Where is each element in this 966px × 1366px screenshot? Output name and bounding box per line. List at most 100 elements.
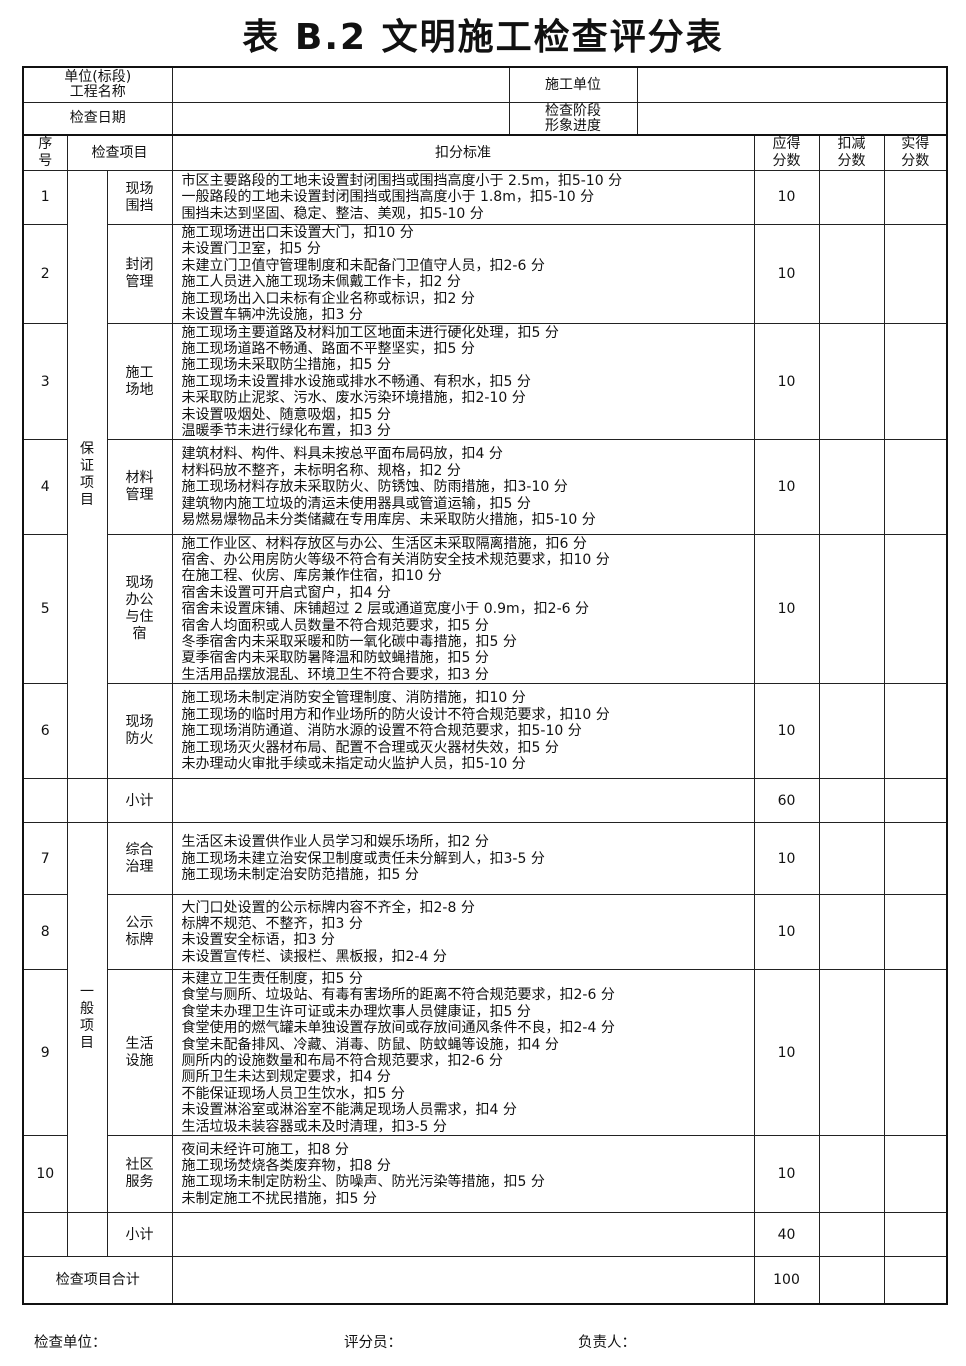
row-number: 3 <box>22 323 68 441</box>
subtotal-actual[interactable] <box>883 778 948 824</box>
actual-score[interactable] <box>883 683 948 780</box>
criteria-line: 施工现场未设置排水设施或排水不畅通、有积水，扣5 分 <box>181 373 531 390</box>
deduct-score[interactable] <box>818 223 885 325</box>
row-number: 2 <box>22 223 68 325</box>
subtotal-criteria <box>171 778 755 824</box>
criteria-line: 未建立门卫值守管理制度和未配备门卫值守人员，扣2-6 分 <box>181 257 545 274</box>
criteria-line: 易燃易爆物品未分类储藏在专用库房、未采取防火措施，扣5-10 分 <box>181 512 596 529</box>
page-title: 表 B.2 文明施工检查评分表 <box>242 17 724 58</box>
total-actual[interactable] <box>883 1256 948 1305</box>
row-number: 1 <box>22 170 68 225</box>
criteria-line: 食堂未办理卫生许可证或未办理炊事人员健康证，扣5 分 <box>181 1003 531 1020</box>
criteria-line: 施工现场未制定防粉尘、防噪声、防光污染等措施，扣5 分 <box>181 1174 545 1191</box>
table-row: 7 一般项目 综合治理 生活区未设置供作业人员学习和娱乐场所，扣2 分施工现场未建立治… <box>22 822 948 1214</box>
item-name-text: 材料管理 <box>125 470 154 504</box>
table-row: 3 施工场地 施工现场主要道路及材料加工区地面未进行硬化处理，扣5 分施工现场道路不… <box>22 323 948 441</box>
item-name-text: 现场防火 <box>125 714 154 748</box>
actual-score[interactable] <box>883 170 948 225</box>
criteria-cell: 施工作业区、材料存放区与办公、生活区未采取隔离措施，扣6 分宿舍、办公用房防火等… <box>171 534 755 685</box>
date-label: 检查日期 <box>22 101 173 136</box>
total-deduct[interactable] <box>818 1256 885 1305</box>
table-row: 5 现场办公与住宿 施工作业区、材料存放区与办公、生活区未采取隔离措施，扣6 分宿舍… <box>22 534 948 685</box>
should-score: 10 <box>753 223 820 325</box>
info-table: 单位(标段) 工程名称 施工单位 检查日期 检查阶段 形象进度 <box>22 66 948 136</box>
criteria-line: 标牌不规范、不整齐，扣3 分 <box>181 916 363 933</box>
actual-score[interactable] <box>883 323 948 441</box>
project-value[interactable] <box>171 66 510 103</box>
total-should: 100 <box>753 1256 820 1305</box>
criteria-line: 食堂与厕所、垃圾站、有毒有害场所的距离不符合规范要求，扣2-6 分 <box>181 987 615 1004</box>
deduct-score[interactable] <box>818 683 885 780</box>
item-name: 材料管理 <box>106 439 173 536</box>
criteria-line: 施工现场未制定消防安全管理制度、消防措施，扣10 分 <box>181 690 526 707</box>
criteria-line: 建筑材料、构件、料具未按总平面布局码放，扣4 分 <box>181 446 503 463</box>
should-score: 10 <box>753 439 820 536</box>
criteria-line: 未设置门卫室，扣5 分 <box>181 241 321 258</box>
actual-score[interactable] <box>883 223 948 325</box>
deduct-score[interactable] <box>818 534 885 685</box>
col-header-should: 应得分数 <box>753 134 820 171</box>
should-score: 10 <box>753 683 820 780</box>
criteria-line: 施工现场出入口未标有企业名称或标识，扣2 分 <box>181 290 475 307</box>
footer-unit: 检查单位： <box>34 1335 107 1351</box>
stage-label: 检查阶段 形象进度 <box>508 101 638 136</box>
table-row: 10 社区服务 夜间未经许可施工，扣8 分施工现场焚烧各类废弃物，扣8 分施工现场未… <box>22 1135 948 1214</box>
date-value[interactable] <box>171 101 510 136</box>
criteria-line: 施工现场的临时用方和作业场所的防火设计不符合规范要求，扣10 分 <box>181 706 610 723</box>
col-header-actual: 实得分数 <box>883 134 948 171</box>
subtotal-row: 小计 40 <box>22 1212 948 1258</box>
actual-score[interactable] <box>883 894 948 971</box>
table-row: 6 现场防火 施工现场未制定消防安全管理制度、消防措施，扣10 分施工现场的临时用方… <box>22 683 948 780</box>
actual-score[interactable] <box>883 969 948 1137</box>
subtotal-deduct[interactable] <box>818 1212 885 1258</box>
criteria-line: 材料码放不整齐，未标明名称、规格，扣2 分 <box>181 462 461 479</box>
item-name: 生活设施 <box>106 969 173 1137</box>
should-score: 10 <box>753 894 820 971</box>
criteria-line: 施工现场消防通道、消防水源的设置不符合规范要求，扣5-10 分 <box>181 723 582 740</box>
subtotal-actual[interactable] <box>883 1212 948 1258</box>
should-score: 10 <box>753 534 820 685</box>
deduct-score[interactable] <box>818 894 885 971</box>
subtotal-deduct[interactable] <box>818 778 885 824</box>
criteria-line: 未设置吸烟处、随意吸烟，扣5 分 <box>181 406 391 423</box>
total-label: 检查项目合计 <box>22 1256 173 1305</box>
subtotal-group <box>66 778 108 824</box>
criteria-line: 建筑物内施工垃圾的清运未使用器具或管道运输，扣5 分 <box>181 495 531 512</box>
deduct-score[interactable] <box>818 1135 885 1214</box>
actual-score[interactable] <box>883 439 948 536</box>
col-header-item: 检查项目 <box>66 134 173 171</box>
criteria-cell: 市区主要路段的工地未设置封闭围挡或围挡高度小于 2.5m，扣5-10 分一般路段… <box>171 170 755 225</box>
deduct-score[interactable] <box>818 323 885 441</box>
should-score: 10 <box>753 170 820 225</box>
actual-score[interactable] <box>883 534 948 685</box>
criteria-cell: 夜间未经许可施工，扣8 分施工现场焚烧各类废弃物，扣8 分施工现场未制定防粉尘、… <box>171 1135 755 1214</box>
item-name: 公示标牌 <box>106 894 173 971</box>
criteria-line: 生活用品摆放混乱、环境卫生不符合要求，扣3 分 <box>181 666 489 683</box>
deduct-score[interactable] <box>818 439 885 536</box>
subtotal-no <box>22 778 68 824</box>
subtotal-should: 40 <box>753 1212 820 1258</box>
criteria-line: 厕所卫生未达到规定要求，扣4 分 <box>181 1069 391 1086</box>
criteria-line: 冬季宿舍内未采取采暖和防一氧化碳中毒措施，扣5 分 <box>181 634 517 651</box>
subtotal-criteria <box>171 1212 755 1258</box>
criteria-line: 温暖季节未进行绿化布置，扣3 分 <box>181 422 391 439</box>
contractor-value[interactable] <box>636 66 948 103</box>
footer-responsible: 负责人： <box>578 1335 636 1351</box>
criteria-line: 施工现场焚烧各类废弃物，扣8 分 <box>181 1158 391 1175</box>
actual-score[interactable] <box>883 822 948 896</box>
deduct-score[interactable] <box>818 969 885 1137</box>
table-row: 1 保证项目 现场围挡 市区主要路段的工地未设置封闭围挡或围挡高度小于 2.5m，扣5… <box>22 169 948 780</box>
row-number: 8 <box>22 894 68 971</box>
deduct-score[interactable] <box>818 822 885 896</box>
criteria-line: 未制定施工不扰民措施，扣5 分 <box>181 1190 377 1207</box>
item-name: 现场防火 <box>106 683 173 780</box>
subtotal-group <box>66 1212 108 1258</box>
table-row: 8 公示标牌 大门口处设置的公示标牌内容不齐全，扣2-8 分标牌不规范、不整齐，扣3… <box>22 894 948 971</box>
deduct-score[interactable] <box>818 170 885 225</box>
should-score: 10 <box>753 969 820 1137</box>
stage-value[interactable] <box>636 101 948 136</box>
total-criteria <box>171 1256 755 1305</box>
group-label: 保证项目 <box>66 169 108 780</box>
criteria-line: 生活区未设置供作业人员学习和娱乐场所，扣2 分 <box>181 834 489 851</box>
actual-score[interactable] <box>883 1135 948 1214</box>
